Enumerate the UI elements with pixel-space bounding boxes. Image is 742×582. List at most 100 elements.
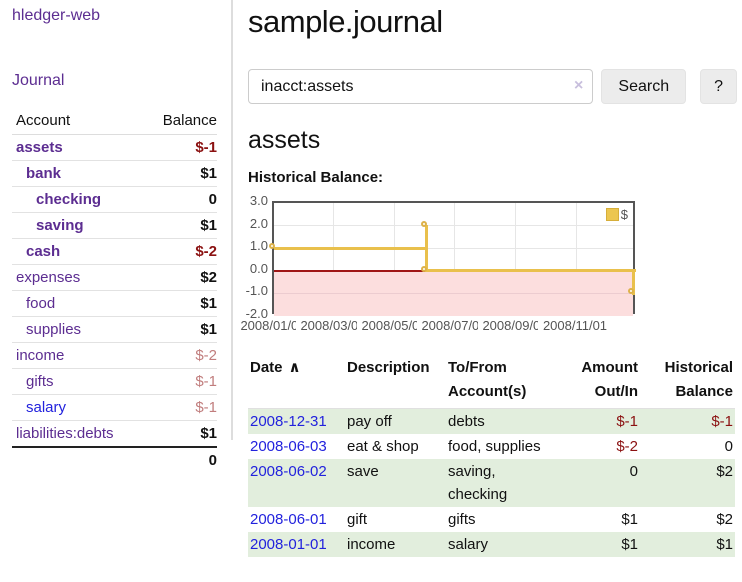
transaction-date-link[interactable]: 2008-01-01 (250, 536, 327, 553)
x-axis-tick: 2008/05/01 (357, 318, 431, 333)
column-header-balance: Historical Balance (640, 354, 735, 409)
transaction-row[interactable]: 2008-06-03 eat & shop food, supplies $-2… (248, 434, 735, 459)
gridline (394, 203, 395, 312)
search-input[interactable] (248, 69, 594, 104)
gridline (274, 293, 633, 294)
legend-swatch-icon (605, 208, 619, 221)
account-balance: $1 (142, 212, 217, 239)
account-balance: $2 (142, 264, 217, 291)
account-row: saving $1 (12, 212, 217, 239)
transaction-account: food, supplies (448, 438, 541, 455)
account-link-food[interactable]: food (26, 295, 56, 312)
account-row: gifts $-1 (12, 368, 217, 395)
transaction-date-link[interactable]: 2008-06-03 (250, 438, 327, 455)
gridline (333, 203, 334, 312)
section-title: assets (248, 126, 321, 154)
x-axis-tick: 2008/03/01 (296, 318, 370, 333)
transaction-date-link[interactable]: 2008-06-01 (250, 511, 327, 528)
account-row: assets $-1 (12, 134, 217, 161)
series-line-segment (632, 269, 635, 295)
y-axis-tick: -1.0 (245, 283, 268, 298)
transaction-row[interactable]: 2008-06-01 gift gifts $1 $2 (248, 507, 735, 532)
transaction-date-link[interactable]: 2008-12-31 (250, 413, 327, 430)
account-header-line2: Account(s) (448, 383, 527, 400)
transaction-description: save (347, 463, 379, 480)
account-link-salary[interactable]: salary (26, 399, 67, 416)
negative-value-region (274, 271, 633, 316)
transaction-description: eat & shop (347, 438, 419, 455)
gridline (576, 203, 577, 312)
transaction-row[interactable]: 2008-06-02 save saving, checking 0 $2 (248, 459, 735, 507)
account-balance: $-2 (142, 238, 217, 265)
date-header-label: Date (250, 359, 283, 376)
account-balance: $1 (142, 316, 217, 343)
transaction-amount: $1 (621, 536, 638, 553)
transaction-balance: 0 (724, 438, 733, 455)
account-link-supplies[interactable]: supplies (26, 321, 82, 338)
y-axis-tick: -2.0 (245, 306, 268, 321)
transaction-balance: $2 (716, 511, 733, 528)
sidebar-item-journal[interactable]: Journal (12, 72, 65, 89)
account-header-line1: To/From (448, 359, 507, 376)
y-axis-tick: 3.0 (249, 193, 268, 208)
accounts-header-account: Account (12, 109, 143, 135)
chart-heading: Historical Balance: (248, 169, 384, 186)
account-link-assets[interactable]: assets (16, 139, 63, 156)
account-balance: $-1 (142, 134, 217, 161)
y-axis-tick: 1.0 (249, 238, 268, 253)
transaction-description: gift (347, 511, 368, 528)
transaction-balance: $2 (716, 463, 733, 480)
y-axis-tick: 0.0 (249, 261, 268, 276)
amount-header-line2: Out/In (594, 383, 638, 400)
account-row: checking 0 (12, 186, 217, 213)
column-header-description: Description (345, 354, 446, 409)
series-line-segment (425, 225, 428, 272)
account-link-liabilities-debts[interactable]: liabilities:debts (16, 425, 114, 442)
account-balance: $-1 (142, 368, 217, 395)
transaction-account: gifts (448, 511, 476, 528)
account-balance: $1 (142, 160, 217, 187)
transaction-row[interactable]: 2008-01-01 income salary $1 $1 (248, 532, 735, 557)
transaction-account: saving, checking (448, 463, 508, 503)
account-link-bank[interactable]: bank (26, 165, 62, 182)
amount-header-line1: Amount (581, 359, 638, 376)
transaction-account: debts (448, 413, 485, 430)
transaction-date-link[interactable]: 2008-06-02 (250, 463, 327, 480)
account-balance: 0 (142, 186, 217, 213)
register-header-row: Date ∧ Description To/From Account(s) Amo… (248, 354, 735, 409)
sort-ascending-icon: ∧ (288, 359, 301, 376)
brand-link[interactable]: hledger-web (12, 7, 101, 24)
transaction-description: pay off (347, 413, 392, 430)
column-header-amount: Amount Out/In (568, 354, 640, 409)
account-link-gifts[interactable]: gifts (26, 373, 54, 390)
series-line-segment (274, 247, 427, 250)
balance-header-line2: Balance (675, 383, 733, 400)
account-link-checking[interactable]: checking (36, 191, 102, 208)
transaction-amount: 0 (629, 463, 638, 480)
accounts-header-row: Account Balance (12, 109, 217, 135)
account-link-saving[interactable]: saving (36, 217, 84, 234)
x-axis-tick: 2008/01/01 (236, 318, 310, 333)
accounts-header-balance: Balance (142, 109, 217, 135)
account-link-income[interactable]: income (16, 347, 65, 364)
clear-search-icon[interactable]: × (574, 77, 584, 94)
account-link-cash[interactable]: cash (26, 243, 61, 260)
search-form: × Search ? (248, 69, 737, 104)
account-row: bank $1 (12, 160, 217, 187)
data-point-marker (269, 243, 275, 249)
column-header-account: To/From Account(s) (446, 354, 568, 409)
legend-label: $ (620, 207, 628, 222)
series-line-segment (425, 269, 636, 272)
main-content: sample.journal × Search ? assets Histori… (236, 0, 737, 557)
transaction-amount: $-2 (616, 438, 638, 455)
search-button[interactable]: Search (601, 69, 687, 104)
account-row: salary $-1 (12, 394, 217, 421)
transaction-row[interactable]: 2008-12-31 pay off debts $-1 $-1 (248, 408, 735, 434)
account-balance: $1 (142, 290, 217, 317)
transaction-balance: $-1 (711, 413, 733, 430)
help-button[interactable]: ? (700, 69, 737, 104)
transaction-balance: $1 (716, 536, 733, 553)
account-link-expenses[interactable]: expenses (16, 269, 81, 286)
register-table: Date ∧ Description To/From Account(s) Amo… (248, 354, 735, 557)
column-header-date[interactable]: Date ∧ (248, 354, 345, 409)
